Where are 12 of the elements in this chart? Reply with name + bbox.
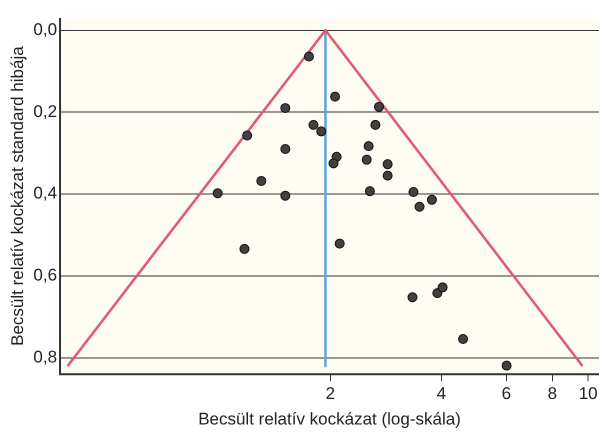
x-tick-label: 4 xyxy=(436,384,446,404)
y-tick-label: 0,6 xyxy=(33,266,58,285)
y-tick-label: 0,8 xyxy=(33,348,58,367)
x-axis-title: Becsült relatív kockázat (log-skála) xyxy=(198,409,461,428)
x-tick-label: 8 xyxy=(548,384,558,404)
x-tick-label: 10 xyxy=(578,384,598,404)
y-axis-title: Becsült relatív kockázat standard hibája xyxy=(8,46,27,346)
x-tick-label: 6 xyxy=(502,384,512,404)
x-tick-label: 2 xyxy=(326,384,336,404)
y-tick-label: 0,2 xyxy=(33,102,58,121)
y-tick-label: 0,4 xyxy=(33,184,58,203)
y-tick-label: 0,0 xyxy=(33,20,58,39)
